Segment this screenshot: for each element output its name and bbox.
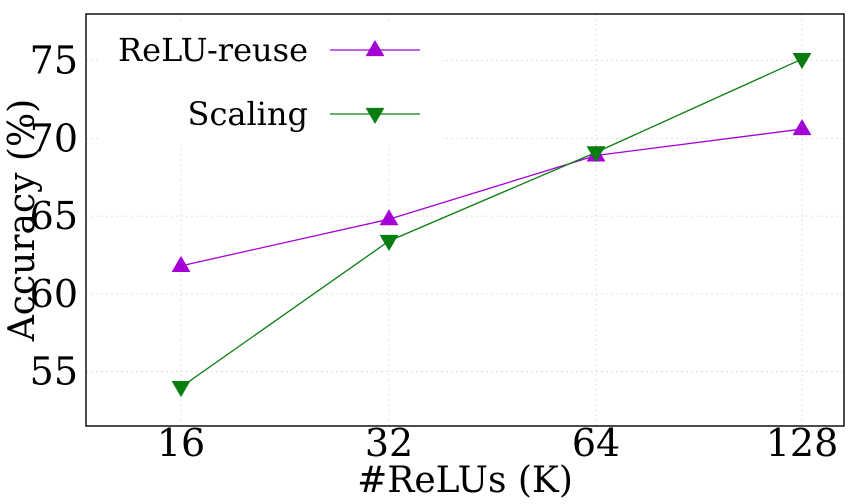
legend-marker (365, 107, 385, 124)
y-tick-label: 60 (30, 272, 78, 316)
legend: ReLU-reuse Scaling (98, 24, 442, 144)
series-layer (171, 53, 812, 398)
data-point (792, 119, 812, 136)
data-point (171, 255, 191, 272)
series-2 (171, 53, 812, 398)
data-point (171, 381, 191, 398)
x-tick-label: 32 (365, 421, 413, 465)
y-tick-label: 70 (30, 116, 78, 160)
x-axis-label: #ReLUs (K) (357, 460, 573, 501)
y-tick-label: 65 (30, 194, 78, 238)
legend-label: Scaling (188, 95, 308, 133)
y-axis-label: Accuracy (%) (2, 99, 43, 342)
legend-box (98, 24, 442, 144)
data-point (379, 209, 399, 226)
data-point (586, 146, 606, 163)
data-point (379, 234, 399, 251)
x-tick-label: 64 (572, 421, 620, 465)
plot-frame (85, 13, 845, 427)
legend-marker (365, 40, 385, 57)
legend-label: ReLU-reuse (118, 31, 308, 69)
y-tick-label: 55 (30, 350, 78, 394)
series-line (180, 58, 803, 388)
x-tick-label: 16 (157, 421, 205, 465)
tick-labels: 16 32 64 128 55 60 65 70 75 (30, 39, 839, 465)
x-tick-label: 128 (766, 421, 839, 465)
data-point (792, 53, 812, 70)
y-tick-label: 75 (30, 39, 78, 83)
series-line (180, 128, 803, 267)
